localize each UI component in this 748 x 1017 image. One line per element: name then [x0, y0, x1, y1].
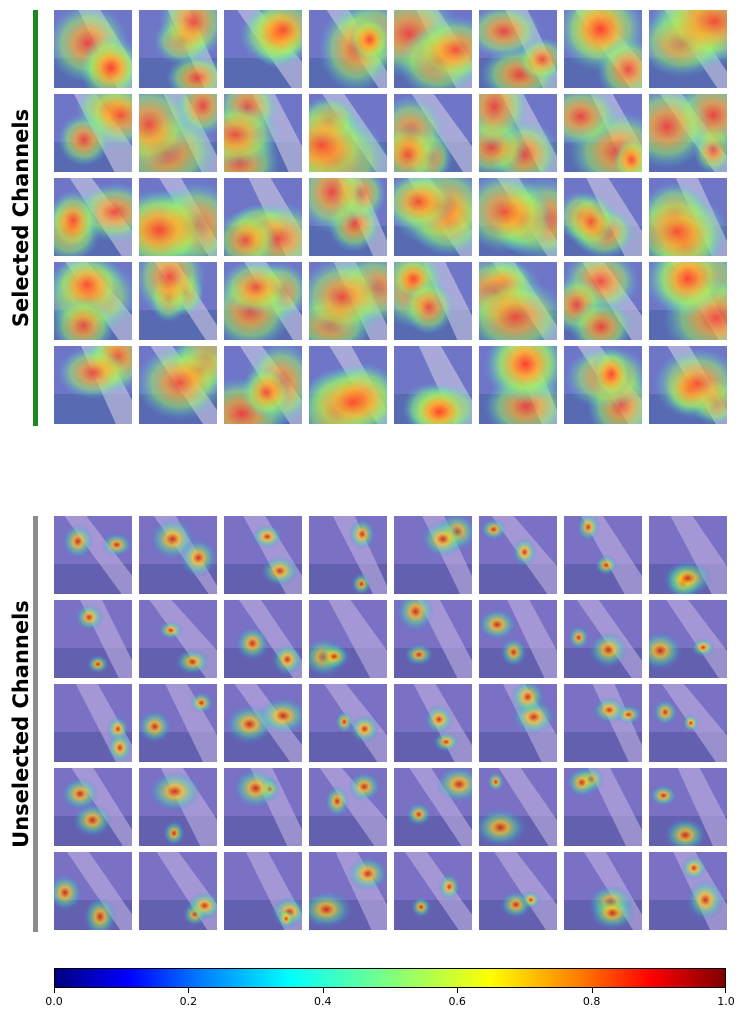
colorbar-tick-label: 0.4: [314, 995, 332, 1008]
selected-section-label: Selected Channels: [9, 108, 33, 328]
unselected-heatmap-tile: [479, 852, 557, 930]
colorbar-tick: [54, 988, 55, 993]
unselected-heatmap-grid: [54, 516, 727, 930]
selected-heatmap-tile: [394, 94, 472, 172]
selected-heatmap-tile: [54, 178, 132, 256]
colorbar-tick: [457, 988, 459, 993]
selected-heatmap-tile: [394, 178, 472, 256]
selected-heatmap-tile: [54, 94, 132, 172]
selected-heatmap-tile: [54, 262, 132, 340]
selected-heatmap-tile: [479, 10, 557, 88]
unselected-heatmap-tile: [54, 516, 132, 594]
unselected-heatmap-tile: [309, 768, 387, 846]
unselected-heatmap-tile: [649, 768, 727, 846]
colorbar-tick: [591, 988, 593, 993]
selected-heatmap-tile: [139, 10, 217, 88]
unselected-heatmap-tile: [139, 684, 217, 762]
unselected-heatmap-tile: [394, 516, 472, 594]
unselected-heatmap-tile: [309, 516, 387, 594]
colorbar-tick-label: 0.6: [448, 995, 466, 1008]
selected-heatmap-tile: [309, 346, 387, 424]
unselected-heatmap-tile: [309, 600, 387, 678]
selected-heatmap-tile: [649, 346, 727, 424]
unselected-heatmap-tile: [309, 684, 387, 762]
selected-heatmap-tile: [224, 10, 302, 88]
unselected-heatmap-tile: [564, 852, 642, 930]
selected-heatmap-tile: [139, 262, 217, 340]
selected-heatmap-grid: [54, 10, 727, 424]
unselected-heatmap-tile: [649, 516, 727, 594]
selected-heatmap-tile: [224, 262, 302, 340]
unselected-heatmap-tile: [54, 600, 132, 678]
unselected-heatmap-tile: [139, 852, 217, 930]
selected-heatmap-tile: [564, 94, 642, 172]
unselected-heatmap-tile: [139, 516, 217, 594]
unselected-heatmap-tile: [564, 684, 642, 762]
unselected-heatmap-tile: [649, 852, 727, 930]
selected-heatmap-tile: [649, 262, 727, 340]
selected-heatmap-tile: [564, 10, 642, 88]
colorbar-tick-label: 0.8: [582, 995, 601, 1008]
selected-heatmap-tile: [479, 346, 557, 424]
unselected-heatmap-tile: [309, 852, 387, 930]
unselected-heatmap-tile: [139, 600, 217, 678]
unselected-heatmap-tile: [224, 852, 302, 930]
selected-heatmap-tile: [479, 178, 557, 256]
unselected-heatmap-tile: [54, 684, 132, 762]
unselected-heatmap-tile: [564, 600, 642, 678]
unselected-heatmap-tile: [394, 768, 472, 846]
unselected-heatmap-tile: [139, 768, 217, 846]
unselected-heatmap-tile: [394, 600, 472, 678]
selected-heatmap-tile: [224, 94, 302, 172]
unselected-heatmap-tile: [479, 684, 557, 762]
unselected-heatmap-tile: [564, 768, 642, 846]
unselected-heatmap-tile: [224, 768, 302, 846]
colorbar-tick: [725, 988, 726, 993]
selected-heatmap-tile: [54, 346, 132, 424]
colorbar-tick-label: 1.0: [717, 995, 735, 1008]
selected-heatmap-tile: [224, 178, 302, 256]
unselected-heatmap-tile: [479, 600, 557, 678]
unselected-heatmap-tile: [54, 768, 132, 846]
unselected-heatmap-tile: [564, 516, 642, 594]
selected-heatmap-tile: [224, 346, 302, 424]
unselected-section-label: Unselected Channels: [9, 600, 33, 848]
selected-heatmap-tile: [479, 94, 557, 172]
selected-heatmap-tile: [564, 262, 642, 340]
selected-heatmap-tile: [309, 94, 387, 172]
selected-heatmap-tile: [394, 346, 472, 424]
selected-heatmap-tile: [479, 262, 557, 340]
unselected-section-bar: [33, 516, 38, 932]
selected-heatmap-tile: [139, 178, 217, 256]
selected-heatmap-tile: [394, 10, 472, 88]
unselected-heatmap-tile: [224, 600, 302, 678]
selected-heatmap-tile: [564, 346, 642, 424]
unselected-heatmap-tile: [479, 768, 557, 846]
selected-heatmap-tile: [54, 10, 132, 88]
unselected-heatmap-tile: [394, 852, 472, 930]
selected-heatmap-tile: [649, 10, 727, 88]
unselected-heatmap-tile: [649, 600, 727, 678]
unselected-heatmap-tile: [479, 516, 557, 594]
selected-heatmap-tile: [564, 178, 642, 256]
colorbar: [54, 968, 726, 988]
unselected-heatmap-tile: [649, 684, 727, 762]
selected-heatmap-tile: [139, 346, 217, 424]
selected-heatmap-tile: [309, 10, 387, 88]
selected-heatmap-tile: [649, 178, 727, 256]
colorbar-tick-label: 0.2: [179, 995, 198, 1008]
selected-heatmap-tile: [649, 94, 727, 172]
colorbar-tick: [188, 988, 190, 993]
selected-heatmap-tile: [309, 178, 387, 256]
unselected-heatmap-tile: [224, 516, 302, 594]
selected-section-bar: [33, 10, 38, 426]
unselected-heatmap-tile: [224, 684, 302, 762]
colorbar-tick-label: 0.0: [45, 995, 63, 1008]
selected-heatmap-tile: [394, 262, 472, 340]
colorbar-tick: [322, 988, 324, 993]
selected-heatmap-tile: [309, 262, 387, 340]
unselected-heatmap-tile: [394, 684, 472, 762]
unselected-heatmap-tile: [54, 852, 132, 930]
selected-heatmap-tile: [139, 94, 217, 172]
